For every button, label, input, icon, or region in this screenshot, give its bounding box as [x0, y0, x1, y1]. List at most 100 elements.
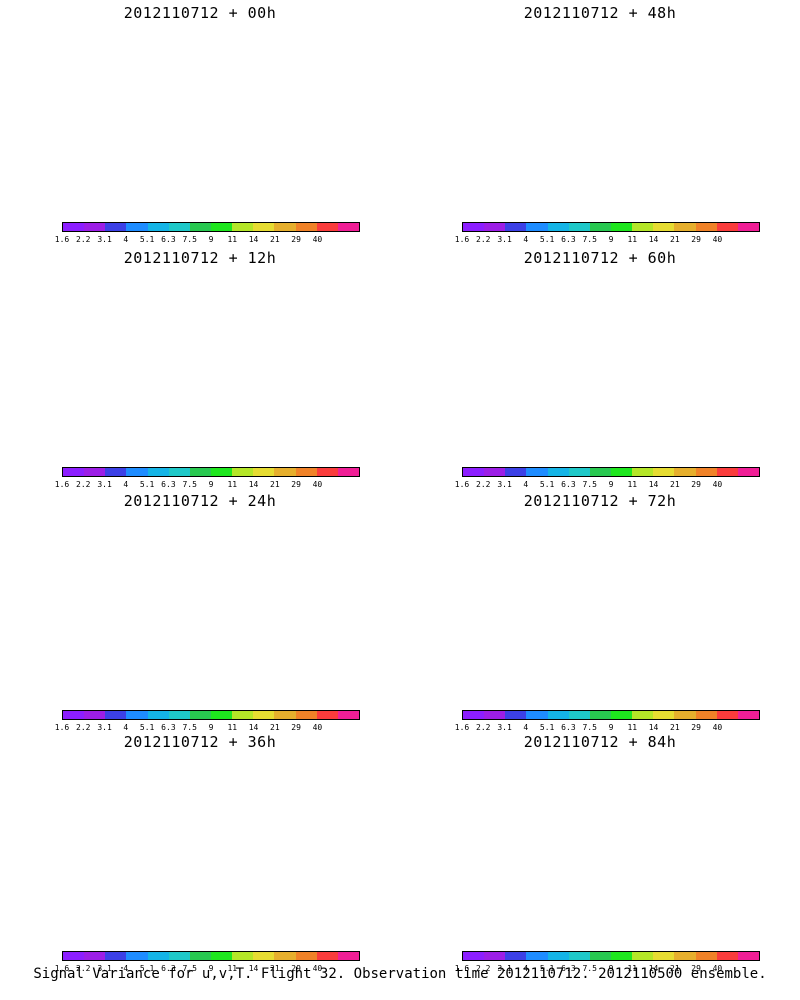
no-data-patch — [190, 778, 265, 809]
colorbar-tick-label: 1.6 — [54, 235, 70, 244]
colorbar-swatch — [547, 952, 569, 960]
colorbar-tick-label: 7.5 — [182, 723, 197, 732]
colorbar-swatch — [253, 468, 275, 476]
field-contour — [488, 816, 578, 861]
field-contour — [130, 791, 224, 838]
colorbar-swatch — [63, 223, 85, 231]
colorbar-tick-label: 4 — [123, 235, 129, 244]
field-contour — [633, 46, 758, 109]
colorbar-swatch — [295, 711, 317, 719]
field-contour — [640, 316, 746, 369]
colorbar-swatch — [695, 468, 717, 476]
field-contour — [193, 104, 253, 134]
field-contour — [210, 67, 285, 105]
field-contour — [288, 78, 332, 100]
colorbar-tick-label: 6.3 — [161, 964, 176, 973]
no-data-patch — [318, 591, 380, 612]
colorbar-tick-label: 2.2 — [476, 235, 491, 244]
panel-title: 2012110712 + 24h — [123, 492, 277, 510]
no-data-patch — [149, 82, 212, 105]
colorbar — [62, 951, 360, 961]
field-contour — [518, 592, 664, 665]
colorbar-tick-label: 4 — [123, 723, 129, 732]
field-contour — [162, 103, 253, 149]
colorbar-swatch — [189, 223, 211, 231]
colorbar-swatch — [484, 223, 506, 231]
colorbar-tick-label: 40 — [712, 235, 723, 244]
colorbar-tick-label: 1.6 — [454, 480, 470, 489]
field-contour — [616, 775, 769, 852]
field-contour — [206, 319, 321, 376]
field-contour — [481, 360, 614, 427]
field-contour — [503, 80, 654, 156]
no-data-patch — [76, 108, 130, 130]
colorbar-swatch — [484, 952, 506, 960]
colorbar-tick-label: 7.5 — [182, 964, 197, 973]
colorbar-tick-label: 5.1 — [539, 235, 555, 244]
field-contour — [628, 337, 780, 418]
colorbar-swatch — [126, 468, 148, 476]
field-contour — [152, 98, 243, 144]
colorbar-swatch — [589, 952, 611, 960]
field-contour — [211, 609, 341, 674]
field-contour — [105, 861, 248, 932]
coastline — [40, 295, 360, 435]
colorbar-tick-label: 5.1 — [139, 723, 155, 732]
field-contour — [525, 122, 598, 159]
colorbar-tick-label: 9 — [208, 235, 214, 244]
colorbar-tick-label: 7.5 — [582, 235, 597, 244]
colorbar-swatch — [674, 952, 696, 960]
colorbar-swatch — [316, 711, 338, 719]
colorbar-swatch — [632, 952, 654, 960]
colorbar-swatch — [189, 711, 211, 719]
field-contour — [185, 814, 328, 885]
colorbar-swatch — [568, 711, 590, 719]
field-contour — [244, 389, 339, 437]
field-contour — [80, 72, 171, 118]
colorbar-swatch — [126, 711, 148, 719]
colorbar-tick-label: 1.6 — [454, 235, 470, 244]
colorbar-tick-label: 7.5 — [182, 480, 197, 489]
no-data-patch — [199, 63, 241, 98]
colorbar-swatch — [337, 952, 359, 960]
field-contour — [519, 834, 704, 926]
field-contour — [187, 558, 273, 601]
panel-title: 2012110712 + 48h — [523, 4, 677, 22]
colorbar-tick-label: 29 — [291, 235, 301, 244]
no-data-patch — [319, 574, 380, 608]
field-contour — [104, 103, 148, 125]
field-contour — [79, 321, 135, 349]
field-contour — [147, 549, 255, 603]
projection-map — [430, 40, 780, 205]
panel-title: 2012110712 + 12h — [123, 249, 277, 267]
colorbar-swatch — [210, 711, 233, 719]
colorbar-swatch — [589, 223, 611, 231]
field-contour — [109, 60, 169, 90]
colorbar-swatch — [253, 223, 275, 231]
field-contour — [643, 771, 780, 848]
colorbar-swatch — [168, 711, 190, 719]
panel-title: 2012110712 + 84h — [523, 733, 677, 751]
field-contour — [646, 620, 732, 663]
colorbar-swatch — [63, 952, 85, 960]
colorbar-swatch — [105, 711, 127, 719]
colorbar-swatch — [253, 952, 275, 960]
field-contour — [576, 97, 701, 160]
colorbar-tick-label: 4 — [523, 480, 529, 489]
colorbar-tick-label: 21 — [670, 235, 680, 244]
colorbar-swatch — [463, 223, 485, 231]
colorbar-tick-label: 7.5 — [582, 480, 597, 489]
field-contour — [45, 329, 160, 386]
colorbar-tick-label: 11 — [627, 723, 638, 732]
projection-map — [30, 285, 380, 450]
forecast-panel: 2012110712 + 12h 1.6 2.2 3.1 4 5.1 6.3 7.5 9 11 14… — [0, 245, 400, 490]
colorbar-swatch — [589, 468, 611, 476]
colorbar-swatch — [274, 468, 296, 476]
colorbar-swatch — [295, 468, 317, 476]
field-contour — [438, 364, 599, 445]
colorbar-swatch — [653, 468, 675, 476]
field-contour — [596, 299, 757, 380]
colorbar-swatch — [505, 711, 527, 719]
forecast-panel: 2012110712 + 48h 1.6 2.2 3.1 4 5.1 6.3 7.5 9 11 14… — [400, 0, 800, 245]
coastline — [40, 538, 360, 678]
